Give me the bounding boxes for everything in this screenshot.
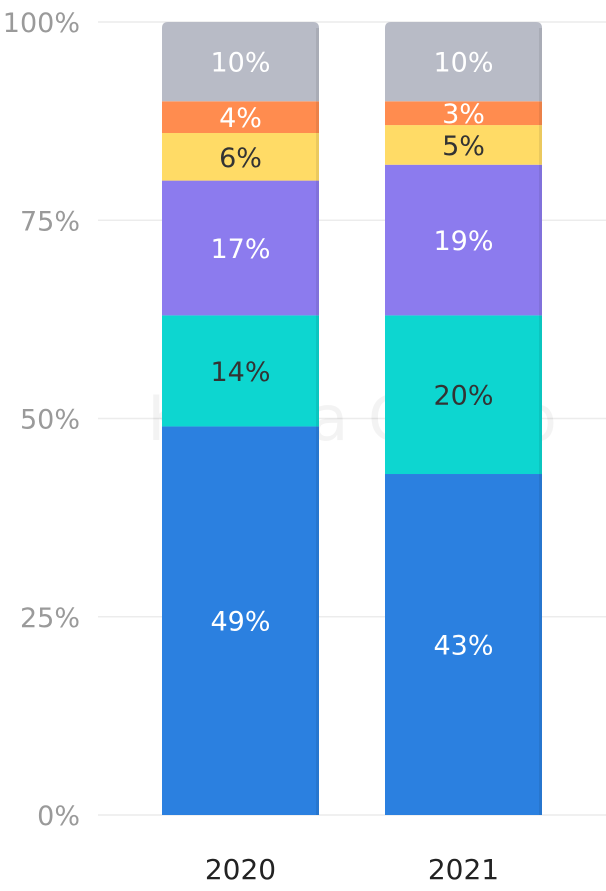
- bar-segment: [162, 133, 319, 181]
- bar-2020: 49% 14% 17% 6% 4% 10%: [162, 22, 319, 815]
- bar-edge: [316, 426, 319, 815]
- bar-segment: [162, 426, 319, 815]
- bar-edge: [539, 125, 542, 165]
- bar-segment: [162, 315, 319, 427]
- bar-edge: [539, 315, 542, 475]
- bar-2021: 43% 20% 19% 5%3% 10%: [385, 22, 542, 815]
- y-tick-label: 75%: [20, 206, 80, 237]
- bar-edge: [539, 164, 542, 316]
- bar-edge: [316, 133, 319, 181]
- data-label: 4%: [219, 103, 262, 134]
- y-axis-ticks: 0% 25% 50% 75% 100%: [3, 8, 80, 832]
- data-label: 43%: [433, 631, 493, 662]
- data-label: 5%: [442, 131, 485, 162]
- bar-segment: [162, 101, 319, 134]
- bars: 49% 14% 17% 6% 4% 10% 43% 20% 19% 5%3% 10%: [162, 22, 542, 815]
- bar-edge: [316, 180, 319, 316]
- y-tick-label: 50%: [20, 405, 80, 436]
- bar-segment: [385, 101, 542, 126]
- bar-edge: [539, 101, 542, 126]
- data-label: 49%: [210, 607, 270, 638]
- bar-edge: [316, 315, 319, 427]
- data-label: 10%: [433, 48, 493, 79]
- bar-segment: [385, 315, 542, 475]
- data-label: 6%: [219, 143, 262, 174]
- data-label: 3%: [442, 99, 485, 130]
- bar-segment: [385, 22, 542, 102]
- x-axis-labels: 2020 2021: [205, 853, 499, 886]
- bar-segment: [162, 22, 319, 102]
- x-tick-label: 2020: [205, 853, 276, 886]
- bar-segment: [162, 180, 319, 316]
- data-label: 17%: [210, 234, 270, 265]
- data-label: 20%: [433, 381, 493, 412]
- y-tick-label: 100%: [3, 8, 80, 39]
- bar-edge: [539, 28, 542, 102]
- x-tick-label: 2021: [428, 853, 499, 886]
- bar-segment: [385, 125, 542, 165]
- data-label: 19%: [433, 226, 493, 257]
- y-tick-label: 0%: [37, 801, 80, 832]
- bar-edge: [316, 101, 319, 134]
- data-label: 14%: [210, 357, 270, 388]
- data-label: 10%: [210, 48, 270, 79]
- bar-edge: [316, 28, 319, 102]
- bar-segment: [385, 164, 542, 316]
- bar-edge: [539, 474, 542, 815]
- y-tick-label: 25%: [20, 603, 80, 634]
- bar-segment: [385, 474, 542, 815]
